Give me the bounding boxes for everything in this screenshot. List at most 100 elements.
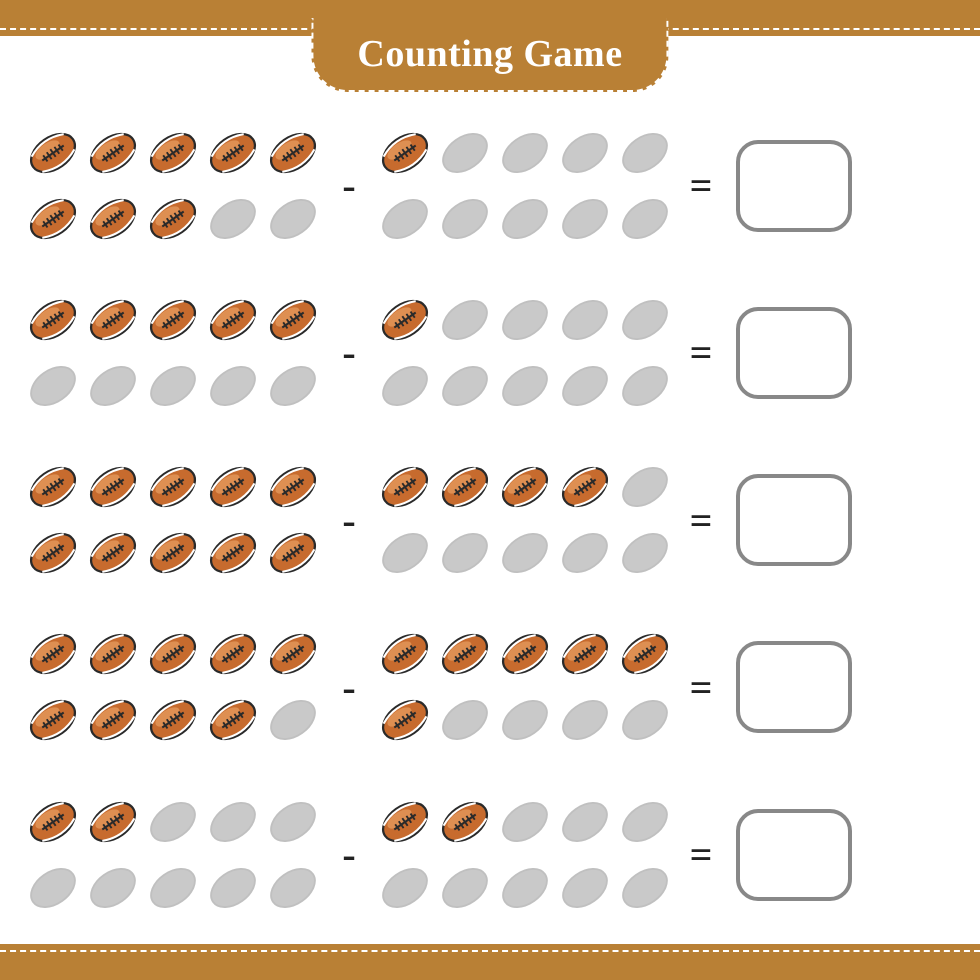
football-icon	[264, 123, 322, 183]
answer-input[interactable]	[736, 307, 852, 399]
football-icon	[24, 792, 82, 852]
ball-line	[376, 123, 674, 183]
football-icon	[24, 690, 82, 750]
right-ball-group	[376, 792, 674, 918]
left-ball-group	[24, 123, 322, 249]
football-shadow-icon	[436, 356, 494, 416]
minus-operator: -	[332, 329, 366, 376]
football-icon	[376, 290, 434, 350]
answer-input[interactable]	[736, 474, 852, 566]
football-icon	[204, 523, 262, 583]
football-icon	[84, 523, 142, 583]
football-shadow-icon	[24, 858, 82, 918]
football-icon	[556, 457, 614, 517]
football-icon	[24, 123, 82, 183]
football-icon	[496, 457, 554, 517]
football-icon	[24, 523, 82, 583]
football-shadow-icon	[376, 858, 434, 918]
left-ball-group	[24, 290, 322, 416]
ball-line	[376, 690, 674, 750]
football-shadow-icon	[436, 189, 494, 249]
equals-operator: =	[684, 664, 718, 711]
football-shadow-icon	[436, 290, 494, 350]
minus-operator: -	[332, 664, 366, 711]
football-icon	[264, 624, 322, 684]
ball-line	[24, 356, 322, 416]
ball-line	[376, 523, 674, 583]
football-icon	[264, 523, 322, 583]
football-icon	[24, 290, 82, 350]
football-shadow-icon	[496, 792, 554, 852]
football-icon	[144, 189, 202, 249]
football-icon	[376, 690, 434, 750]
football-icon	[436, 457, 494, 517]
football-icon	[376, 624, 434, 684]
football-icon	[144, 624, 202, 684]
bottom-stitch	[0, 950, 980, 952]
answer-input[interactable]	[736, 809, 852, 901]
football-shadow-icon	[436, 690, 494, 750]
football-shadow-icon	[556, 523, 614, 583]
football-shadow-icon	[616, 792, 674, 852]
equation-row: -	[24, 108, 956, 263]
football-icon	[436, 624, 494, 684]
football-icon	[496, 624, 554, 684]
football-shadow-icon	[556, 189, 614, 249]
football-icon	[204, 690, 262, 750]
ball-line	[24, 858, 322, 918]
football-icon	[84, 457, 142, 517]
football-icon	[376, 457, 434, 517]
answer-input[interactable]	[736, 140, 852, 232]
minus-operator: -	[332, 162, 366, 209]
equals-operator: =	[684, 329, 718, 376]
answer-input[interactable]	[736, 641, 852, 733]
football-icon	[144, 290, 202, 350]
right-ball-group	[376, 290, 674, 416]
ball-line	[24, 290, 322, 350]
ball-line	[376, 189, 674, 249]
left-ball-group	[24, 624, 322, 750]
equals-operator: =	[684, 497, 718, 544]
football-shadow-icon	[496, 290, 554, 350]
football-icon	[204, 290, 262, 350]
ball-line	[376, 624, 674, 684]
ball-line	[376, 858, 674, 918]
equation-row: -	[24, 275, 956, 430]
football-shadow-icon	[556, 792, 614, 852]
ball-line	[376, 290, 674, 350]
football-icon	[24, 189, 82, 249]
equals-operator: =	[684, 831, 718, 878]
ball-line	[376, 792, 674, 852]
ball-line	[24, 690, 322, 750]
football-shadow-icon	[616, 690, 674, 750]
football-shadow-icon	[496, 523, 554, 583]
football-shadow-icon	[376, 189, 434, 249]
ball-line	[24, 189, 322, 249]
football-icon	[204, 123, 262, 183]
football-icon	[84, 189, 142, 249]
equals-operator: =	[684, 162, 718, 209]
football-shadow-icon	[264, 858, 322, 918]
ball-line	[376, 457, 674, 517]
football-shadow-icon	[556, 858, 614, 918]
football-icon	[204, 624, 262, 684]
right-ball-group	[376, 123, 674, 249]
football-shadow-icon	[616, 457, 674, 517]
page-title: Counting Game	[357, 33, 622, 75]
football-shadow-icon	[496, 690, 554, 750]
football-icon	[84, 792, 142, 852]
football-shadow-icon	[264, 356, 322, 416]
football-icon	[84, 290, 142, 350]
bottom-border	[0, 944, 980, 980]
football-shadow-icon	[436, 123, 494, 183]
football-shadow-icon	[144, 858, 202, 918]
football-icon	[436, 792, 494, 852]
football-shadow-icon	[264, 690, 322, 750]
football-icon	[204, 457, 262, 517]
football-icon	[24, 624, 82, 684]
football-shadow-icon	[376, 356, 434, 416]
football-shadow-icon	[204, 792, 262, 852]
football-shadow-icon	[436, 858, 494, 918]
football-icon	[144, 457, 202, 517]
left-ball-group	[24, 792, 322, 918]
